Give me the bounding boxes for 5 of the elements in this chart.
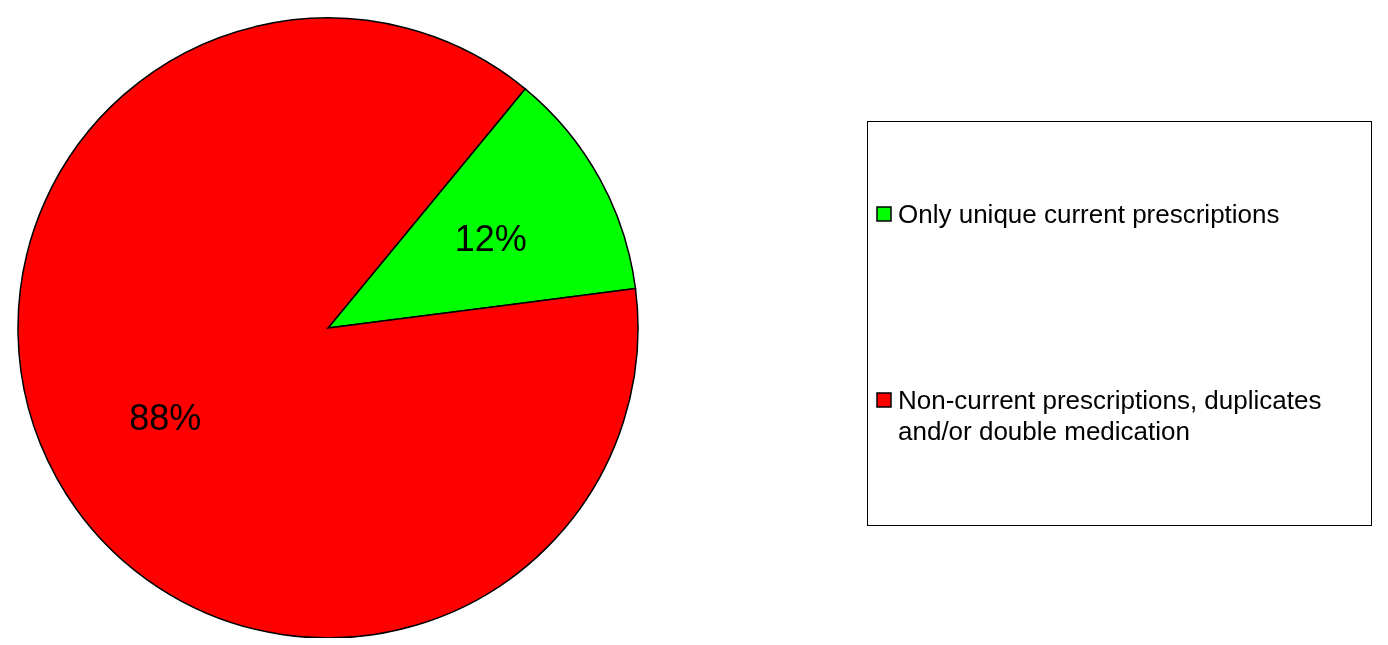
pie-slice <box>17 17 639 638</box>
data-label: 88% <box>129 397 202 439</box>
legend-label: Non-current prescriptions, duplicates and/or double medication <box>898 385 1323 447</box>
legend-label: Only unique current prescriptions <box>898 199 1280 230</box>
data-label: 12% <box>454 217 527 259</box>
